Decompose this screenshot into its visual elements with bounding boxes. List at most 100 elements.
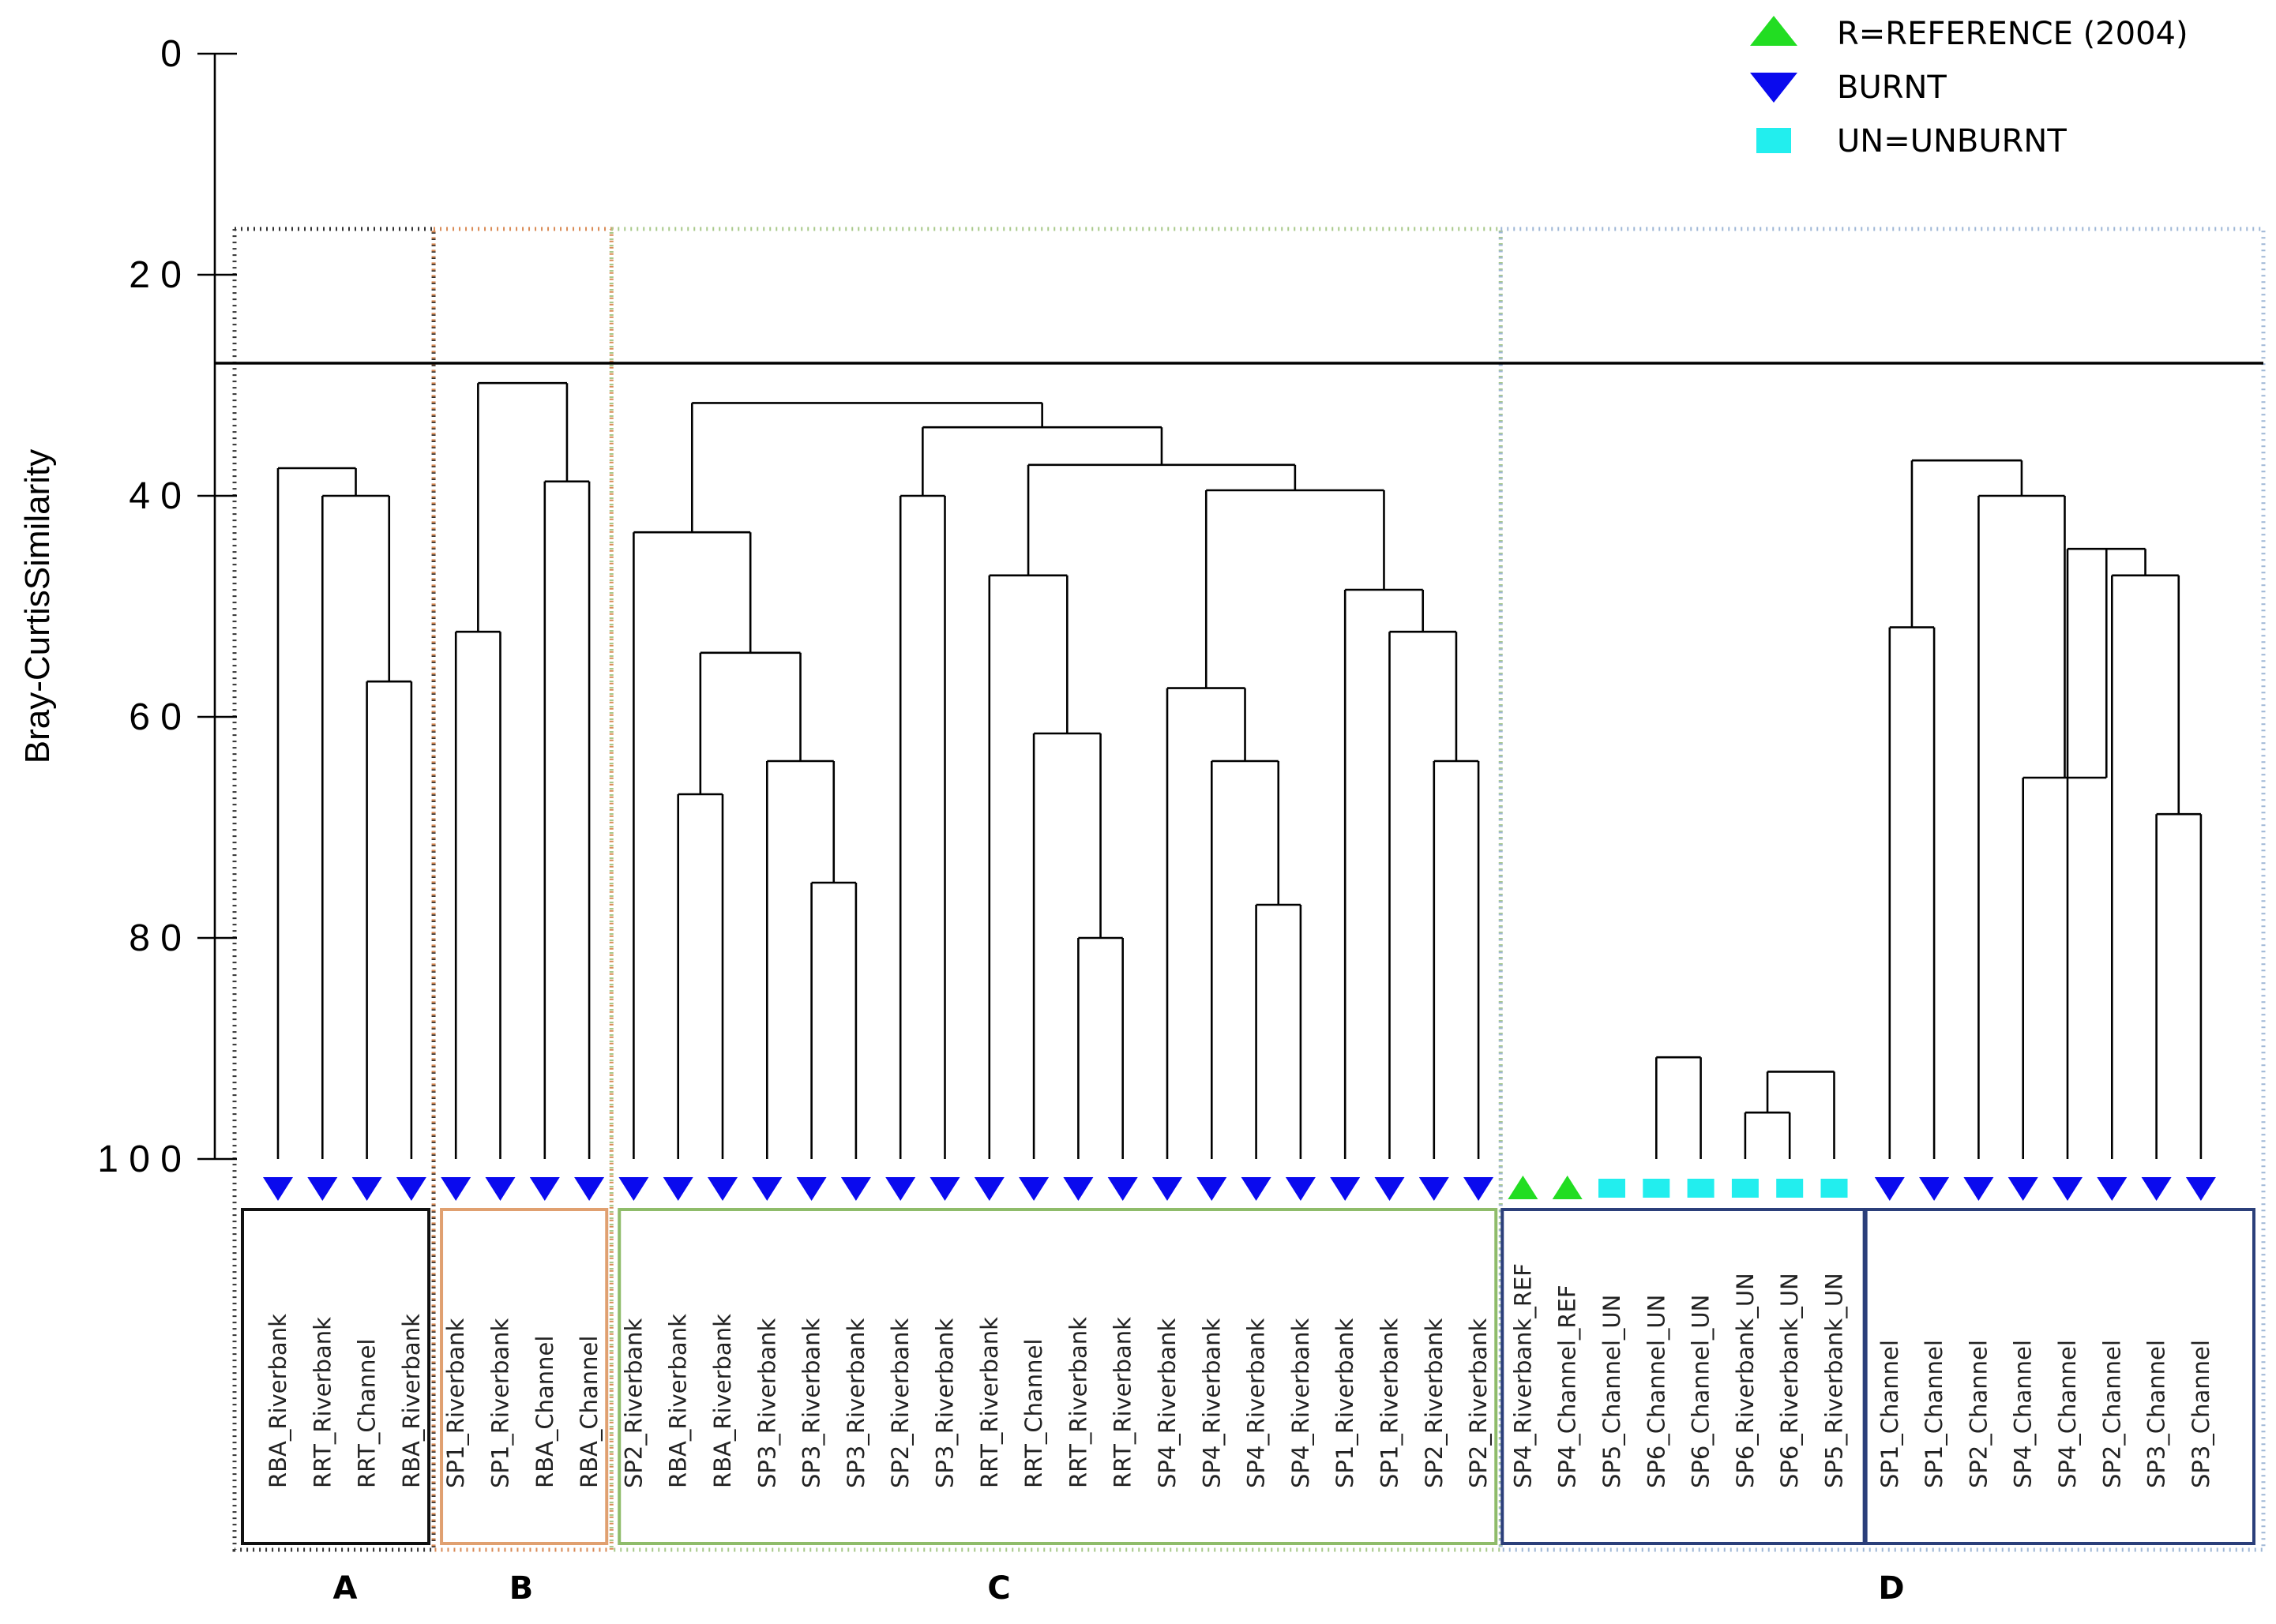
burnt-marker [1374,1177,1405,1201]
burnt-marker [396,1177,426,1201]
burnt-marker [752,1177,783,1201]
leaf-label: SP4_Channel_REF [1554,1285,1581,1488]
burnt-marker [1463,1177,1494,1201]
leaf-label: SP4_Riverbank_REF [1509,1263,1536,1488]
burnt-marker [1285,1177,1316,1201]
unburnt-marker [1820,1179,1848,1198]
leaf-label: SP2_Channel [2098,1340,2125,1488]
unburnt-marker [1731,1179,1759,1198]
burnt-marker [885,1177,916,1201]
burnt-marker [1019,1177,1050,1201]
burnt-marker [574,1177,605,1201]
y-axis-title: Bray-CurtisSimilarity [18,449,57,763]
leaf-label: RRT_Riverbank [976,1317,1003,1488]
group-label-b: B [509,1570,534,1607]
burnt-marker [529,1177,560,1201]
leaf-label: SP6_Riverbank_UN [1776,1273,1803,1488]
burnt-marker [2141,1177,2172,1201]
leaf-label: SP4_Riverbank [1198,1318,1225,1488]
burnt-marker [1196,1177,1227,1201]
burnt-marker [1418,1177,1449,1201]
y-axis: 0 2 0 4 0 6 0 8 0 1 0 0 [97,33,237,1180]
y-tick-label: 0 [160,33,182,75]
leaf-label: RBA_Riverbank [398,1314,425,1488]
label-box-d-ref-un [1500,1208,1866,1545]
burnt-marker [618,1177,649,1201]
leaf-label: SP2_Riverbank [1465,1318,1492,1488]
burnt-marker [351,1177,382,1201]
leaf-label: RBA_Riverbank [665,1314,692,1488]
leaf-label: SP2_Riverbank [887,1318,914,1488]
y-tick-label: 2 0 [129,254,182,296]
leaf-label: SP1_Riverbank [487,1318,514,1488]
legend-burnt-marker [1750,73,1797,103]
leaf-label: SP3_Riverbank [798,1318,825,1488]
leaf-label: SP5_Riverbank_UN [1821,1273,1848,1488]
burnt-marker [2185,1177,2216,1201]
burnt-marker [1107,1177,1138,1201]
leaf-label: SP4_Riverbank [1154,1318,1181,1488]
burnt-marker [2097,1177,2128,1201]
leaf-label: SP1_Riverbank [1376,1318,1403,1488]
y-tick-label: 8 0 [129,917,182,959]
burnt-marker [263,1177,293,1201]
leaf-label: SP6_Channel_UN [1688,1295,1715,1488]
burnt-marker [1152,1177,1182,1201]
burnt-marker [796,1177,827,1201]
reference-marker [1508,1176,1538,1199]
leaf-label: RRT_Channel [354,1339,381,1488]
burnt-marker [1241,1177,1271,1201]
burnt-marker [708,1177,738,1201]
cluster-frame-c [609,227,1503,1552]
leaf-label: SP1_Channel [1921,1340,1947,1488]
group-label-c: C [987,1570,1010,1607]
leaf-label: SP3_Channel [2143,1340,2170,1488]
y-tick-label: 1 0 0 [97,1138,182,1180]
burnt-marker [1963,1177,1994,1201]
burnt-marker [485,1177,516,1201]
burnt-marker [1063,1177,1094,1201]
burnt-marker [1874,1177,1905,1201]
leaf-label: SP6_Riverbank_UN [1732,1273,1759,1488]
leaf-label: SP2_Channel [1965,1340,1992,1488]
burnt-marker [1919,1177,1950,1201]
leaf-label: SP2_Riverbank [620,1318,647,1488]
legend: R=REFERENCE (2004) BURNT UN=UNBURNT [1750,16,2188,159]
leaf-label: RBA_Riverbank [265,1314,291,1488]
leaf-label: SP6_Channel_UN [1643,1295,1669,1488]
cluster-frames [232,227,2266,1552]
leaf-label: RRT_Riverbank [309,1317,336,1488]
burnt-marker [930,1177,960,1201]
cluster-frame-a [232,227,436,1552]
leaf-label: RBA_Riverbank [709,1314,736,1488]
legend-reference-marker [1750,16,1797,46]
reference-marker [1552,1176,1583,1199]
group-label-a: A [333,1570,358,1607]
unburnt-marker [1643,1179,1670,1198]
y-tick-label: 4 0 [129,475,182,517]
legend-unburnt-marker [1756,128,1791,153]
burnt-marker [974,1177,1005,1201]
leaf-label: SP3_Riverbank [843,1318,869,1488]
label-box-c [618,1208,1498,1545]
leaf-label: SP1_Riverbank [442,1318,469,1488]
label-box-d-burnt [1864,1208,2255,1545]
label-box-b [440,1208,609,1545]
legend-label-reference: R=REFERENCE (2004) [1837,16,2188,52]
cluster-frame-b [431,227,614,1552]
unburnt-marker [1598,1179,1625,1198]
leaf-label: SP3_Riverbank [932,1318,959,1488]
burnt-marker [663,1177,693,1201]
leaf-label: SP3_Channel [2188,1340,2214,1488]
leaf-label: RRT_Channel [1020,1339,1047,1488]
legend-label-burnt: BURNT [1837,69,1947,106]
burnt-marker [2053,1177,2083,1201]
leaf-label: SP5_Channel_UN [1598,1295,1625,1488]
leaf-label: RBA_Channel [576,1336,603,1488]
leaf-label: RBA_Channel [531,1336,558,1488]
legend-label-unburnt: UN=UNBURNT [1837,123,2067,159]
leaf-label: SP2_Riverbank [1421,1318,1448,1488]
leaf-labels: RBA_Riverbank RRT_Riverbank RRT_Channel RBA… [265,1263,2214,1488]
unburnt-marker [1687,1179,1715,1198]
